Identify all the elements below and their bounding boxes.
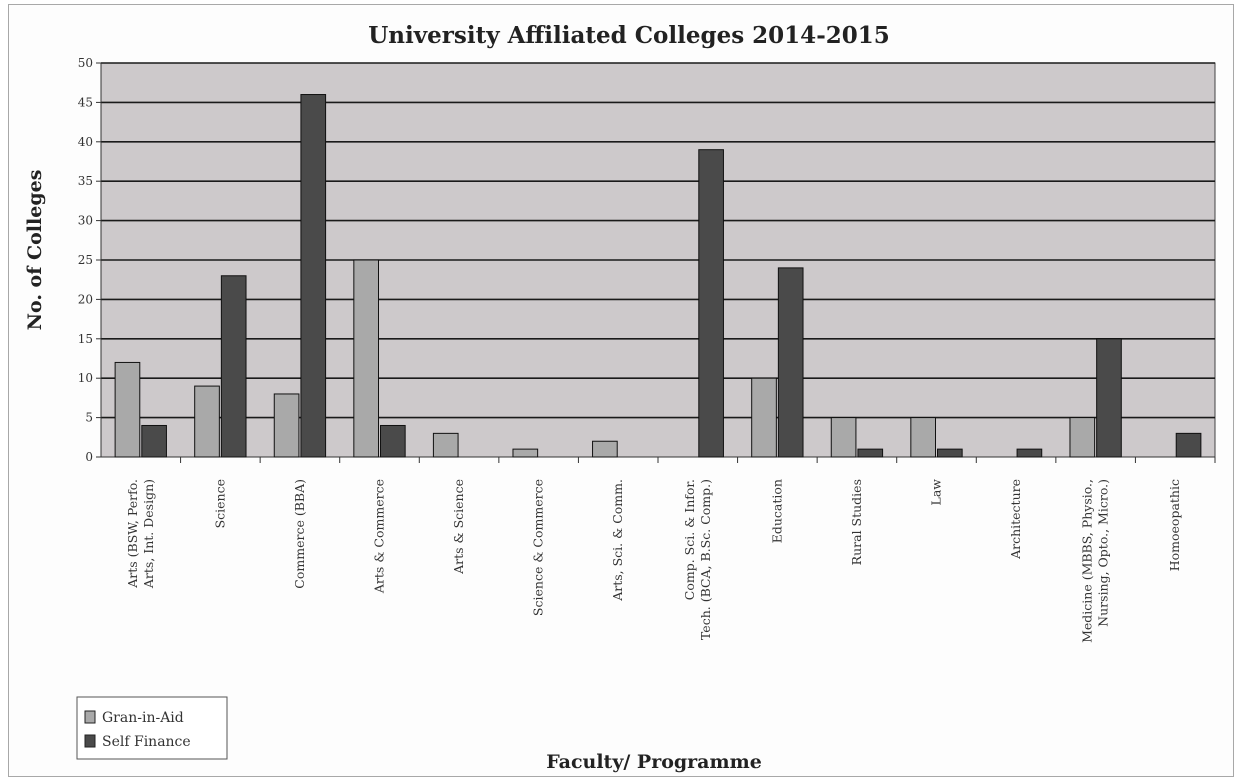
bar-self-finance-rural-studies: [857, 448, 884, 458]
legend-box: [76, 696, 228, 760]
x-category-label: Medicine (MBBS, Physio.,: [1080, 479, 1095, 643]
bar-self-finance-commerce-bba: [300, 94, 327, 458]
bar-self-finance-medicine-mbbs-physio-nursing-opto-micro: [1096, 338, 1122, 458]
legend-label-self-finance: Self Finance: [102, 734, 191, 750]
y-tick-label: 25: [78, 253, 93, 267]
y-tick-label: 35: [78, 174, 93, 188]
bar-gran-in-aid-science-commerce: [512, 448, 539, 458]
x-category-label: Law: [929, 479, 944, 506]
bar-self-finance-architecture: [1016, 448, 1043, 458]
x-category-label: Homoeopathic: [1167, 479, 1182, 571]
bar-gran-in-aid-arts-sci-comm: [592, 440, 618, 458]
bar-gran-in-aid-arts-commerce: [353, 259, 379, 458]
legend-swatch-self-finance: [84, 734, 96, 748]
x-category-label: Architecture: [1008, 479, 1023, 560]
y-axis-title: No. of Colleges: [24, 170, 46, 331]
legend: Gran-in-Aid Self Finance: [76, 696, 228, 760]
x-category-label: Education: [769, 479, 784, 543]
bar-self-finance-law: [937, 448, 963, 458]
y-tick-label: 30: [78, 214, 93, 228]
bar-self-finance-comp-sci-infor-tech-bca-b-sc-comp: [698, 149, 724, 458]
x-category-label: Arts, Int. Design): [141, 479, 156, 589]
chart-svg: University Affiliated Colleges 2014-2015…: [24, 22, 1216, 773]
legend-swatch-gran-in-aid: [84, 710, 96, 724]
x-category-label: Nursing, Opto., Micro.): [1096, 479, 1111, 627]
x-category-label: Rural Studies: [849, 479, 864, 565]
bar-gran-in-aid-rural-studies: [830, 417, 857, 458]
y-tick-label: 15: [78, 332, 93, 346]
y-tick-label: 0: [85, 450, 93, 464]
y-tick-label: 10: [78, 371, 93, 385]
x-category-label: Arts (BSW, Perfo.: [125, 479, 140, 589]
bar-self-finance-arts-bsw-perfo-arts-int-design: [141, 424, 167, 458]
bar-gran-in-aid-arts-bsw-perfo-arts-int-design: [114, 361, 141, 458]
x-category-label: Commerce (BBA): [292, 479, 307, 589]
bar-self-finance-education: [777, 267, 804, 458]
bar-self-finance-homoeopathic: [1175, 432, 1202, 458]
x-category-label: Arts & Science: [451, 479, 466, 575]
bar-self-finance-science: [220, 275, 247, 458]
bar-gran-in-aid-arts-science: [432, 432, 459, 458]
bar-gran-in-aid-commerce-bba: [273, 393, 300, 458]
bar-gran-in-aid-medicine-mbbs-physio-nursing-opto-micro: [1069, 417, 1096, 458]
x-category-label: Comp. Sci. & Infor.: [682, 479, 697, 600]
y-tick-label: 45: [78, 95, 93, 109]
y-tick-label: 5: [85, 411, 93, 425]
x-category-label: Arts, Sci. & Comm.: [610, 479, 625, 602]
legend-label-gran-in-aid: Gran-in-Aid: [102, 710, 184, 726]
x-category-label: Science: [212, 479, 227, 528]
x-category-label: Arts & Commerce: [372, 479, 387, 594]
bar-gran-in-aid-education: [751, 377, 777, 458]
x-category-label: Science & Commerce: [531, 479, 546, 616]
y-tick-label: 50: [78, 56, 93, 70]
y-tick-label: 20: [78, 292, 93, 306]
x-axis-title: Faculty/ Programme: [546, 751, 762, 773]
x-category-label: Tech. (BCA, B.Sc. Comp.): [698, 479, 713, 640]
bar-gran-in-aid-law: [910, 417, 937, 458]
bar-self-finance-arts-commerce: [380, 424, 406, 458]
chart-title: University Affiliated Colleges 2014-2015: [368, 22, 890, 49]
bar-gran-in-aid-science: [194, 385, 220, 458]
chart-frame: University Affiliated Colleges 2014-2015…: [8, 4, 1234, 777]
y-tick-label: 40: [78, 135, 93, 149]
